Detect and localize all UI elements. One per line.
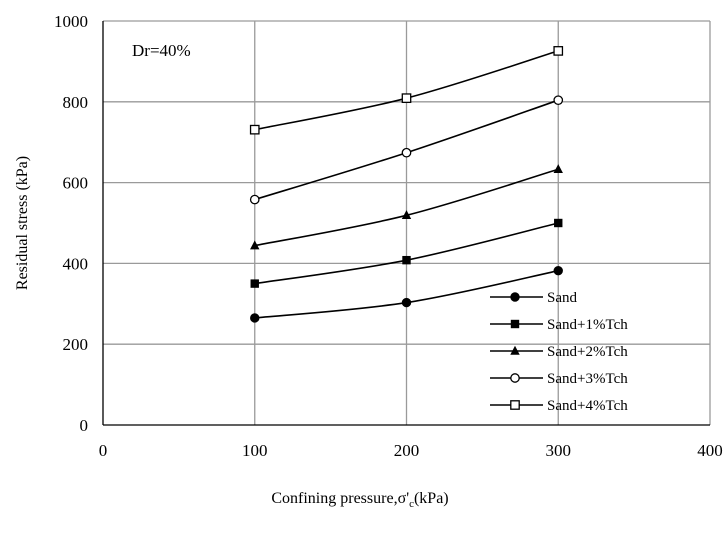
series-group [249,46,564,323]
annotation-dr: Dr=40% [132,41,191,60]
legend-entry-2: Sand+2%Tch [490,344,628,360]
legend-label-0: Sand [547,290,578,306]
x-tick-label-200: 200 [394,441,420,460]
legend-entry-3: Sand+3%Tch [490,371,628,387]
x-tick-label-0: 0 [99,441,108,460]
series-2-point-1 [401,210,412,220]
legend-entry-4: Sand+4%Tch [490,398,628,414]
series-3-point-2 [553,95,564,106]
series-1 [250,218,563,288]
x-tick-label-400: 400 [697,441,723,460]
series-0-point-2 [553,265,563,276]
y-tick-label-800: 800 [63,93,89,112]
legend-marker-3 [510,373,520,383]
x-axis-title: Confining pressure,σ'c(kPa) [271,490,448,510]
axes [102,21,710,426]
legend-label-1: Sand+1%Tch [547,317,628,333]
legend-marker-2 [510,345,520,355]
series-2 [250,164,563,250]
series-4-point-0 [249,124,260,135]
series-0 [250,265,563,323]
y-tick-label-400: 400 [63,254,89,273]
legend-label-2: Sand+2%Tch [547,344,628,360]
legend-marker-0 [510,292,520,302]
series-4-point-2 [553,46,564,56]
series-4-point-1 [401,93,412,104]
y-tick-label-200: 200 [63,335,89,354]
legend-entry-0: Sand [490,290,578,306]
series-0-point-1 [401,297,412,308]
series-1-point-0 [250,279,259,288]
y-tick-label-0: 0 [80,416,89,435]
legend-label-3: Sand+3%Tch [547,371,628,387]
y-axis-title: Residual stress (kPa) [14,156,31,290]
legend-marker-4 [510,400,520,410]
series-3-point-0 [249,194,260,205]
series-0-point-0 [250,313,260,323]
y-tick-label-1000: 1000 [54,12,88,31]
x-tick-label-100: 100 [242,441,268,460]
legend-marker-1 [510,319,520,329]
legend-label-4: Sand+4%Tch [547,398,628,414]
grid-lines [103,20,711,425]
x-axis-title-subscript: c [409,498,414,510]
legend-entry-1: Sand+1%Tch [490,317,628,333]
tick-labels: 0 200 400 600 800 1000 0 100 200 300 400 [54,12,723,460]
legend: Sand Sand+1%Tch Sand+2%Tch Sand+3%Tch Sand+4… [490,290,628,414]
series-2-point-2 [553,164,563,173]
series-1-point-2 [554,218,563,228]
series-3 [249,95,564,205]
x-tick-label-300: 300 [546,441,572,460]
series-3-point-1 [401,147,412,158]
series-2-point-0 [250,240,260,250]
x-axis-title-unit: (kPa) [414,490,449,507]
series-4 [249,46,564,135]
x-axis-title-main: Confining pressure,σ' [271,490,409,507]
series-1-point-1 [402,255,411,265]
y-tick-label-600: 600 [63,174,89,193]
